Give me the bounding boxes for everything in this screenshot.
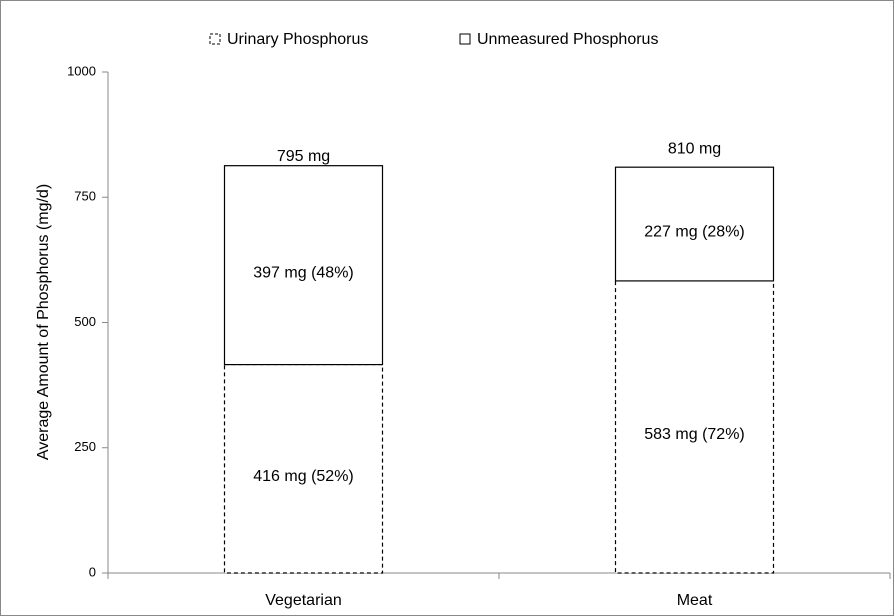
total-label: 810 mg	[668, 140, 721, 157]
y-tick-label: 0	[89, 564, 96, 579]
data-label: 583 mg (72%)	[644, 426, 745, 443]
data-label: 416 mg (52%)	[253, 468, 354, 485]
y-tick-label: 500	[74, 314, 96, 329]
y-tick-label: 750	[74, 189, 96, 204]
x-tick-label: Meat	[677, 592, 713, 609]
bar-segment	[223, 165, 384, 366]
data-label: 227 mg (28%)	[644, 223, 745, 240]
legend-swatch	[209, 33, 221, 45]
y-tick-label: 1000	[67, 63, 96, 78]
x-tick-label: Vegetarian	[265, 592, 342, 609]
legend-label: Unmeasured Phosphorus	[477, 31, 658, 48]
bar-segment	[614, 166, 775, 282]
legend-swatch	[459, 33, 471, 45]
bar-segment	[223, 363, 384, 574]
y-tick-label: 250	[74, 439, 96, 454]
data-label: 397 mg (48%)	[253, 264, 354, 281]
legend-label: Urinary Phosphorus	[227, 31, 368, 48]
y-axis-label: Average Amount of Phosphorus (mg/d)	[35, 184, 52, 460]
total-label: 795 mg	[277, 148, 330, 165]
bar-segment	[614, 280, 775, 574]
